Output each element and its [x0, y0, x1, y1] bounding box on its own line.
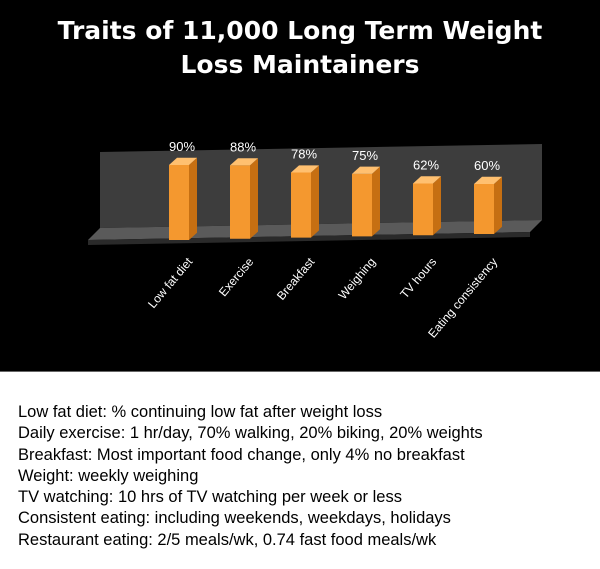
- bar-front: [291, 172, 311, 238]
- bar-side: [494, 176, 502, 234]
- notes-list: Low fat diet: % continuing low fat after…: [0, 372, 600, 551]
- value-label: 78%: [291, 147, 317, 162]
- tick-label: Eating consistency: [425, 255, 500, 341]
- bar-side: [250, 158, 258, 239]
- bar: [291, 165, 319, 238]
- note-item: Daily exercise: 1 hr/day, 70% walking, 2…: [18, 424, 483, 443]
- chart-title-line-2: Loss Maintainers: [180, 50, 420, 79]
- chart-panel: Traits of 11,000 Long Term Weight Loss M…: [0, 14, 600, 341]
- note-item: Weight: weekly weighing: [18, 466, 199, 485]
- bars-group: [169, 157, 502, 240]
- chart-title-line-1: Traits of 11,000 Long Term Weight: [57, 16, 543, 45]
- bar: [169, 157, 197, 240]
- note-item: Low fat diet: % continuing low fat after…: [18, 403, 383, 421]
- bar-front: [169, 164, 189, 240]
- bar-top: [291, 165, 319, 173]
- bar-side: [372, 166, 380, 237]
- bar-top: [413, 176, 441, 184]
- divider: [0, 371, 600, 372]
- value-label: 90%: [169, 139, 195, 154]
- bar-front: [474, 183, 494, 234]
- tick-label: Weighing: [336, 255, 379, 302]
- tick-label: Low fat diet: [145, 254, 196, 311]
- bar-side: [189, 157, 197, 240]
- bar-front: [413, 183, 433, 236]
- value-label: 60%: [474, 158, 500, 173]
- chart-title: Traits of 11,000 Long Term Weight Loss M…: [0, 14, 600, 82]
- note-item: Consistent eating: including weekends, w…: [18, 509, 451, 528]
- value-label: 75%: [352, 148, 378, 163]
- bar: [352, 166, 380, 237]
- bar-front: [352, 173, 372, 237]
- bar: [474, 176, 502, 234]
- bar-side: [433, 176, 441, 236]
- bar-top: [169, 157, 197, 165]
- tick-label: TV hours: [397, 255, 439, 301]
- bar: [413, 176, 441, 236]
- tick-labels-group: Low fat diet Exercise Breakfast Weighing TV …: [145, 254, 500, 340]
- bar: [230, 158, 258, 239]
- note-item: Restaurant eating: 2/5 meals/wk, 0.74 fa…: [18, 530, 437, 549]
- note-item: TV watching: 10 hrs of TV watching per w…: [18, 488, 402, 507]
- chart-floor-front: [88, 232, 530, 245]
- bar-top: [230, 158, 258, 166]
- note-item: Breakfast: Most important food change, o…: [18, 445, 465, 464]
- bar-top: [352, 166, 380, 174]
- tick-label: Breakfast: [274, 254, 318, 302]
- bar-chart: 90% 88% 78% 75% 62% 60% Low fat diet Exercise B…: [88, 139, 542, 341]
- tick-label: Exercise: [216, 255, 257, 299]
- value-labels-group: 90% 88% 78% 75% 62% 60%: [169, 139, 500, 173]
- bar-front: [230, 165, 250, 239]
- bar-side: [311, 165, 319, 238]
- bar-top: [474, 176, 502, 184]
- value-label: 62%: [413, 157, 439, 172]
- value-label: 88%: [230, 139, 256, 154]
- notes-panel: Low fat diet: % continuing low fat after…: [0, 372, 600, 569]
